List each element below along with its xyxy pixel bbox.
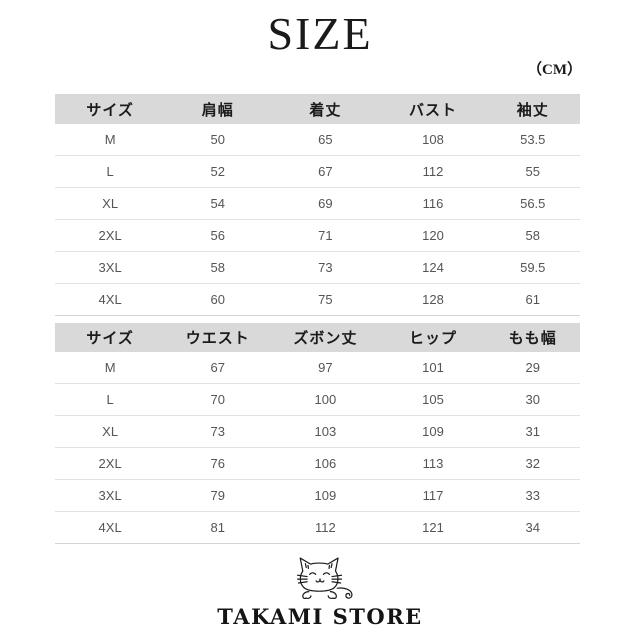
title-area: SIZE （CM） bbox=[0, 0, 640, 90]
cell-bust: 120 bbox=[380, 219, 486, 252]
cell-length: 73 bbox=[270, 251, 381, 284]
cell-pant-length: 109 bbox=[270, 479, 381, 512]
cell-bust: 112 bbox=[380, 155, 486, 188]
size-table-bottoms: サイズ ウエスト ズボン丈 ヒップ もも幅 M 67 97 101 29 L 7… bbox=[55, 323, 580, 544]
cell-size: XL bbox=[55, 187, 166, 220]
column-header-pant-length: ズボン丈 bbox=[293, 329, 358, 347]
cat-icon bbox=[297, 557, 353, 600]
cell-waist: 67 bbox=[165, 352, 271, 384]
cell-shoulder: 58 bbox=[165, 251, 271, 284]
cell-size: 2XL bbox=[55, 219, 166, 252]
table-row: 4XL 60 75 128 61 bbox=[55, 283, 580, 316]
column-header-shoulder: 肩幅 bbox=[201, 101, 234, 119]
cell-size: M bbox=[55, 352, 166, 384]
cell-hip: 109 bbox=[380, 415, 486, 448]
column-header-sleeve: 袖丈 bbox=[516, 101, 549, 119]
cell-hip: 101 bbox=[380, 352, 486, 384]
table-row: 2XL 56 71 120 58 bbox=[55, 219, 580, 252]
column-header-thigh: もも幅 bbox=[508, 329, 557, 347]
size-table-bottoms-wrapper: サイズ ウエスト ズボン丈 ヒップ もも幅 M 67 97 101 29 L 7… bbox=[55, 323, 580, 544]
cell-size: M bbox=[55, 124, 166, 156]
cell-shoulder: 50 bbox=[165, 124, 271, 156]
cell-bust: 128 bbox=[380, 283, 486, 316]
table-row: M 50 65 108 53.5 bbox=[55, 124, 580, 156]
cell-hip: 105 bbox=[380, 383, 486, 416]
cell-hip: 121 bbox=[380, 511, 486, 544]
cell-size: XL bbox=[55, 415, 166, 448]
cell-pant-length: 106 bbox=[270, 447, 381, 480]
cell-sleeve: 58 bbox=[485, 219, 580, 252]
cell-bust: 124 bbox=[380, 251, 486, 284]
cell-length: 67 bbox=[270, 155, 381, 188]
cell-sleeve: 55 bbox=[485, 155, 580, 188]
cell-shoulder: 52 bbox=[165, 155, 271, 188]
column-header-size: サイズ bbox=[86, 101, 134, 119]
cell-size: 3XL bbox=[55, 251, 166, 284]
table-row: 2XL 76 106 113 32 bbox=[55, 447, 580, 480]
cell-length: 65 bbox=[270, 124, 381, 156]
table-header-row: サイズ 肩幅 着丈 バスト 袖丈 bbox=[55, 95, 580, 124]
cell-thigh: 30 bbox=[485, 383, 580, 416]
cell-waist: 81 bbox=[165, 511, 271, 544]
cell-size: 4XL bbox=[55, 511, 166, 544]
cell-length: 75 bbox=[270, 283, 381, 316]
cell-size: 4XL bbox=[55, 283, 166, 316]
cell-sleeve: 59.5 bbox=[485, 251, 580, 284]
table-row: 3XL 79 109 117 33 bbox=[55, 479, 580, 512]
column-header-bust: バスト bbox=[408, 101, 457, 119]
table-row: XL 54 69 116 56.5 bbox=[55, 187, 580, 220]
footer-branding: TAKAMI STORE bbox=[0, 552, 640, 629]
cell-pant-length: 112 bbox=[270, 511, 381, 544]
cell-bust: 108 bbox=[380, 124, 486, 156]
cell-shoulder: 56 bbox=[165, 219, 271, 252]
cell-thigh: 29 bbox=[485, 352, 580, 384]
cell-thigh: 32 bbox=[485, 447, 580, 480]
table-header-row: サイズ ウエスト ズボン丈 ヒップ もも幅 bbox=[55, 323, 580, 352]
cell-hip: 113 bbox=[380, 447, 486, 480]
cell-waist: 70 bbox=[165, 383, 271, 416]
cell-thigh: 33 bbox=[485, 479, 580, 512]
cell-waist: 76 bbox=[165, 447, 271, 480]
table-row: M 67 97 101 29 bbox=[55, 352, 580, 384]
cell-thigh: 34 bbox=[485, 511, 580, 544]
cell-sleeve: 56.5 bbox=[485, 187, 580, 220]
cell-size: L bbox=[55, 155, 166, 188]
table-top-rule bbox=[55, 94, 580, 95]
cell-size: 3XL bbox=[55, 479, 166, 512]
cell-bust: 116 bbox=[380, 187, 486, 220]
cell-shoulder: 60 bbox=[165, 283, 271, 316]
cell-size: L bbox=[55, 383, 166, 416]
cell-waist: 79 bbox=[165, 479, 271, 512]
cell-sleeve: 61 bbox=[485, 283, 580, 316]
cell-pant-length: 97 bbox=[270, 352, 381, 384]
cell-length: 71 bbox=[270, 219, 381, 252]
cell-shoulder: 54 bbox=[165, 187, 271, 220]
column-header-length: 着丈 bbox=[309, 101, 342, 119]
table-row: 3XL 58 73 124 59.5 bbox=[55, 251, 580, 284]
table-row: L 70 100 105 30 bbox=[55, 383, 580, 416]
cell-waist: 73 bbox=[165, 415, 271, 448]
cell-length: 69 bbox=[270, 187, 381, 220]
size-table-tops-wrapper: サイズ 肩幅 着丈 バスト 袖丈 M 50 65 108 53.5 L 52 6… bbox=[55, 94, 580, 316]
cell-sleeve: 53.5 bbox=[485, 124, 580, 156]
table-row: 4XL 81 112 121 34 bbox=[55, 511, 580, 544]
cell-size: 2XL bbox=[55, 447, 166, 480]
cell-pant-length: 103 bbox=[270, 415, 381, 448]
table-row: XL 73 103 109 31 bbox=[55, 415, 580, 448]
size-table-tops: サイズ 肩幅 着丈 バスト 袖丈 M 50 65 108 53.5 L 52 6… bbox=[55, 95, 580, 316]
store-name: TAKAMI STORE bbox=[217, 604, 423, 629]
cell-thigh: 31 bbox=[485, 415, 580, 448]
unit-label: （CM） bbox=[527, 62, 582, 78]
cell-hip: 117 bbox=[380, 479, 486, 512]
column-header-size: サイズ bbox=[86, 329, 134, 347]
table-row: L 52 67 112 55 bbox=[55, 155, 580, 188]
page-title: SIZE bbox=[267, 8, 373, 59]
column-header-waist: ウエスト bbox=[185, 329, 250, 347]
cell-pant-length: 100 bbox=[270, 383, 381, 416]
column-header-hip: ヒップ bbox=[408, 329, 457, 347]
